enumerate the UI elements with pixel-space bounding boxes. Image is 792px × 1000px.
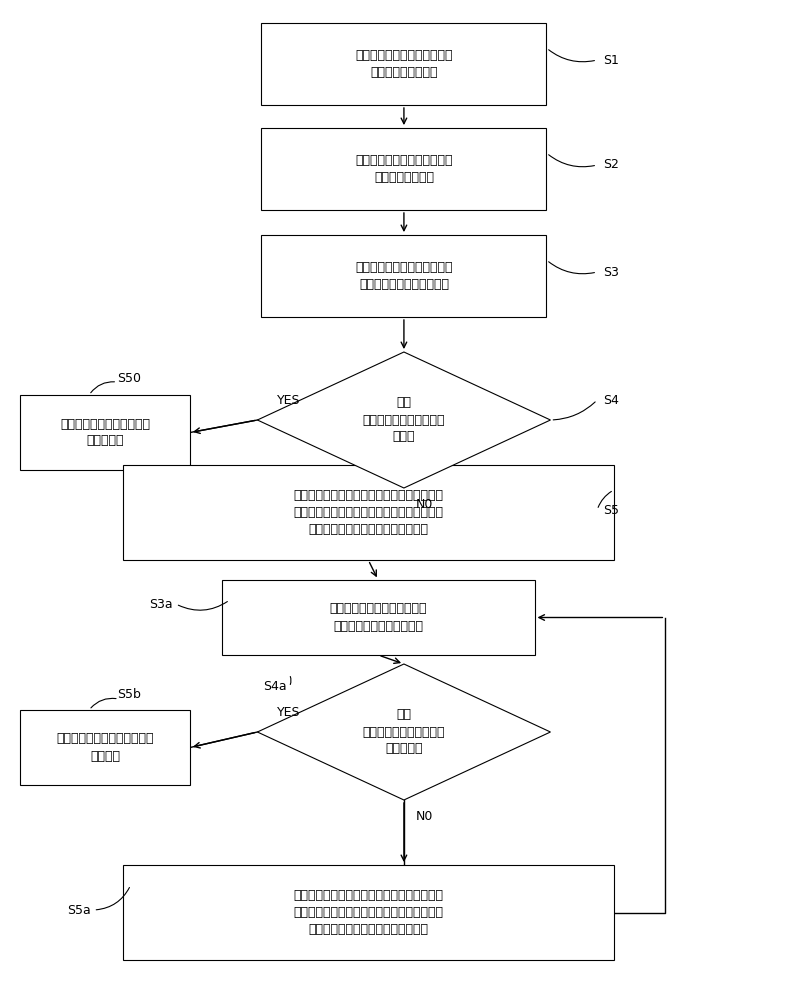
Text: 控制取放料机构将位于所述第二工位处的所述
待测元件取出，并将位于所述第一工位处的待
测元件放入所述第二工位处的载带上: 控制取放料机构将位于所述第二工位处的所述 待测元件取出，并将位于所述第一工位处的… — [293, 489, 444, 536]
Text: S5: S5 — [604, 504, 619, 516]
Text: S1: S1 — [604, 53, 619, 66]
Text: S3: S3 — [604, 265, 619, 278]
Text: S2: S2 — [604, 158, 619, 172]
Text: N0: N0 — [416, 498, 433, 511]
FancyBboxPatch shape — [222, 580, 535, 655]
FancyBboxPatch shape — [123, 865, 614, 960]
FancyBboxPatch shape — [123, 465, 614, 560]
Text: S3a: S3a — [149, 597, 173, 610]
Text: 采集随所述载带运动至第二工
位处的所述待测元件的图像: 采集随所述载带运动至第二工 位处的所述待测元件的图像 — [355, 261, 453, 291]
Text: 控制所述载带继续沿所述第一
方向运动: 控制所述载带继续沿所述第一 方向运动 — [56, 732, 154, 762]
Text: YES: YES — [277, 706, 301, 719]
Polygon shape — [257, 664, 550, 800]
Text: S5b: S5b — [117, 688, 141, 702]
Text: N0: N0 — [416, 810, 433, 823]
FancyBboxPatch shape — [20, 395, 190, 470]
Text: S4: S4 — [604, 393, 619, 406]
Text: 控制所述载带保持沿所述第
一方向运动: 控制所述载带保持沿所述第 一方向运动 — [60, 418, 150, 448]
Text: S4a: S4a — [263, 680, 287, 694]
FancyBboxPatch shape — [261, 235, 546, 317]
FancyBboxPatch shape — [261, 23, 546, 105]
FancyBboxPatch shape — [261, 128, 546, 210]
Text: S5a: S5a — [67, 904, 91, 916]
Text: YES: YES — [277, 394, 301, 407]
Text: 控制所述检测装置采集所述第
二工位处的待测元件的图像: 控制所述检测装置采集所述第 二工位处的待测元件的图像 — [329, 602, 427, 633]
Text: 控制上料机构将待测元件放入
第一工位处的载带上: 控制上料机构将待测元件放入 第一工位处的载带上 — [355, 49, 453, 79]
Polygon shape — [257, 352, 550, 488]
Text: S50: S50 — [117, 371, 141, 384]
Text: 判断
所述图像是否与预存图像
相匹配: 判断 所述图像是否与预存图像 相匹配 — [363, 396, 445, 444]
Text: 判断
所述图像是否与所述预存
图像相匹配: 判断 所述图像是否与所述预存 图像相匹配 — [363, 708, 445, 756]
Text: 控制所述取放料机构将位于所述第二工位处的
待测元件取出，并将位于所述第一工位处的待
测元件放入所述第二工位处的载带上: 控制所述取放料机构将位于所述第二工位处的 待测元件取出，并将位于所述第一工位处的… — [293, 889, 444, 936]
Text: 控制所述载带带动所述待测元
件沿第一方向运动: 控制所述载带带动所述待测元 件沿第一方向运动 — [355, 154, 453, 184]
FancyBboxPatch shape — [20, 710, 190, 785]
